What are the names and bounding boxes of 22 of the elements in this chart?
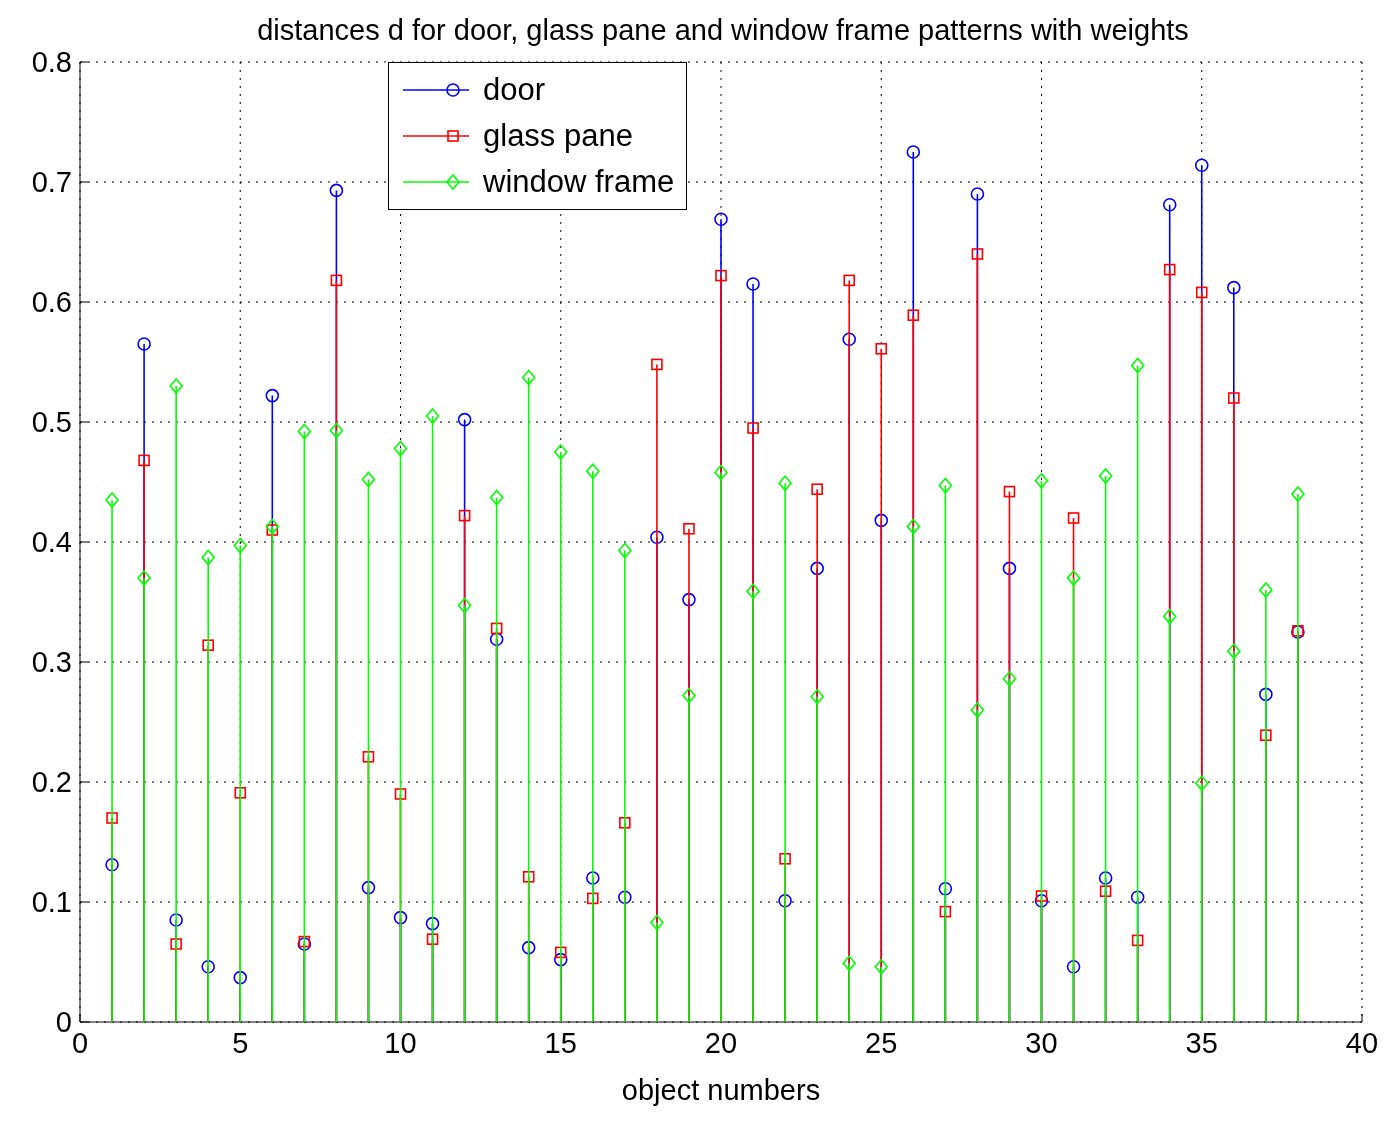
x-tick-label: 35 <box>1185 1026 1218 1059</box>
x-tick-label: 5 <box>232 1026 249 1059</box>
legend-label: window frame <box>483 164 675 200</box>
y-tick-label: 0.2 <box>31 766 72 799</box>
y-tick-label: 0.5 <box>31 406 72 439</box>
legend-label: door <box>483 72 546 108</box>
y-tick-label: 0.4 <box>31 526 72 559</box>
x-tick-label: 40 <box>1345 1026 1379 1059</box>
x-axis-title: object numbers <box>621 1074 821 1106</box>
y-tick-label: 0.1 <box>31 886 72 919</box>
x-tick-label: 20 <box>704 1026 738 1059</box>
y-tick-label: 0.6 <box>31 286 72 319</box>
x-tick-label: 25 <box>865 1026 898 1059</box>
x-tick-label: 30 <box>1025 1026 1058 1059</box>
y-tick-label: 0.8 <box>31 46 72 79</box>
x-tick-label: 10 <box>384 1026 417 1059</box>
chart-title: distances d for door, glass pane and window frame patterns with weights <box>257 14 1189 46</box>
x-tick-label: 15 <box>544 1026 577 1059</box>
legend-label: glass pane <box>483 118 633 154</box>
y-tick-label: 0.7 <box>31 166 72 199</box>
y-tick-label: 0 <box>55 1006 72 1039</box>
y-tick-label: 0.3 <box>31 646 72 679</box>
